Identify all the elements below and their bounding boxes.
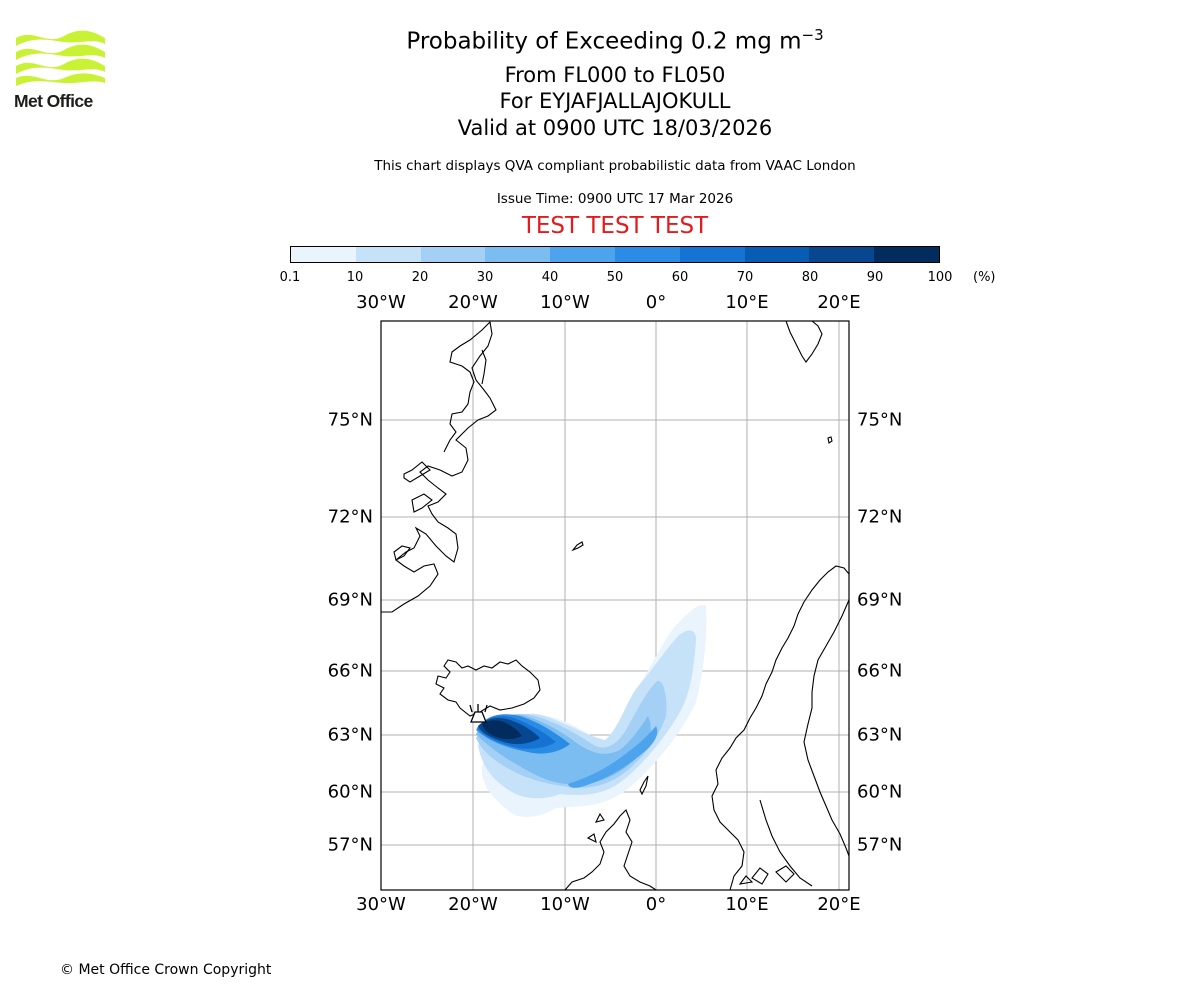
coastlines xyxy=(381,321,849,890)
logo-wordmark: Met Office xyxy=(14,91,93,111)
lat-label-right: 69°N xyxy=(857,589,903,611)
lon-label-top: 10°E xyxy=(725,292,769,313)
lon-label-top: 0° xyxy=(645,292,667,313)
flight-level-range: From FL000 to FL050 xyxy=(504,63,726,87)
met-office-logo: Met Office xyxy=(14,30,108,112)
lat-label-left: 69°N xyxy=(327,589,373,611)
lat-label-left: 60°N xyxy=(327,781,373,803)
colorbar-segment xyxy=(679,247,745,262)
issue-time: Issue Time: 0900 UTC 17 Mar 2026 xyxy=(496,191,734,207)
colorbar-tick-label: 90 xyxy=(866,270,884,285)
colorbar-tick-label: 50 xyxy=(606,270,624,285)
lon-label-bottom: 20°W xyxy=(448,894,498,915)
lat-label-right: 72°N xyxy=(857,506,903,528)
lat-label-left: 63°N xyxy=(327,724,373,746)
jan-mayen xyxy=(571,541,584,552)
lat-label-left: 72°N xyxy=(327,506,373,528)
lon-label-bottom: 10°E xyxy=(725,894,769,915)
colorbar-tick-label: 30 xyxy=(476,270,494,285)
lon-label-top: 10°W xyxy=(540,292,590,313)
chart-description: This chart displays QVA compliant probab… xyxy=(374,158,856,174)
colorbar-unit: (%) xyxy=(973,270,996,285)
svalbard-coastline xyxy=(785,321,823,363)
map-frame xyxy=(380,320,850,891)
lat-label-right: 66°N xyxy=(857,660,903,682)
scotland-coastline xyxy=(564,809,657,890)
lat-label-right: 60°N xyxy=(857,781,903,803)
lon-label-bottom: 30°W xyxy=(356,894,406,915)
test-banner: TEST TEST TEST xyxy=(521,213,709,239)
ash-probability-plume xyxy=(476,604,707,817)
colorbar-tick-label: 20 xyxy=(411,270,429,285)
colorbar-segment xyxy=(291,247,356,262)
copyright-notice: © Met Office Crown Copyright xyxy=(60,962,272,978)
colorbar-segment xyxy=(744,247,810,262)
colorbar-segment xyxy=(485,247,551,262)
colorbar-tick-label: 0.1 xyxy=(279,270,301,285)
probability-colorbar xyxy=(290,246,940,263)
lat-label-right: 57°N xyxy=(857,834,903,856)
colorbar-tick-label: 70 xyxy=(736,270,754,285)
lon-label-bottom: 20°E xyxy=(817,894,861,915)
colorbar-segment xyxy=(550,247,615,262)
colorbar-segment xyxy=(420,247,486,262)
lat-label-left: 57°N xyxy=(327,834,373,856)
colorbar-tick-label: 80 xyxy=(801,270,819,285)
colorbar-tick-label: 60 xyxy=(671,270,689,285)
lat-label-left: 66°N xyxy=(327,660,373,682)
lon-label-bottom: 0° xyxy=(645,894,667,915)
lon-label-bottom: 10°W xyxy=(540,894,590,915)
colorbar-segment xyxy=(355,247,421,262)
colorbar-segment xyxy=(874,247,939,262)
colorbar-segment xyxy=(809,247,875,262)
lon-label-top: 20°W xyxy=(448,292,498,313)
colorbar-segment xyxy=(614,247,680,262)
iceland-coastline xyxy=(435,659,541,717)
colorbar-tick-label: 100 xyxy=(927,270,953,285)
lon-label-top: 30°W xyxy=(356,292,406,313)
map-gridlines xyxy=(381,321,849,890)
colorbar-tick-label: 40 xyxy=(541,270,559,285)
valid-time: Valid at 0900 UTC 18/03/2026 xyxy=(457,116,773,140)
sweden-coastline xyxy=(803,599,849,857)
norway-coastline xyxy=(711,565,849,890)
chart-title: Probability of Exceeding 0.2 mg m−3 xyxy=(406,26,824,55)
met-office-wave-icon xyxy=(16,30,105,86)
colorbar-tick-label: 10 xyxy=(346,270,364,285)
volcano-name: For EYJAFJALLAJOKULL xyxy=(499,89,731,113)
lat-label-right: 63°N xyxy=(857,724,903,746)
lat-label-right: 75°N xyxy=(857,409,903,431)
greenland-coastline xyxy=(381,321,497,613)
volcano-icon xyxy=(469,704,488,723)
lat-label-left: 75°N xyxy=(327,409,373,431)
lon-label-top: 20°E xyxy=(817,292,861,313)
